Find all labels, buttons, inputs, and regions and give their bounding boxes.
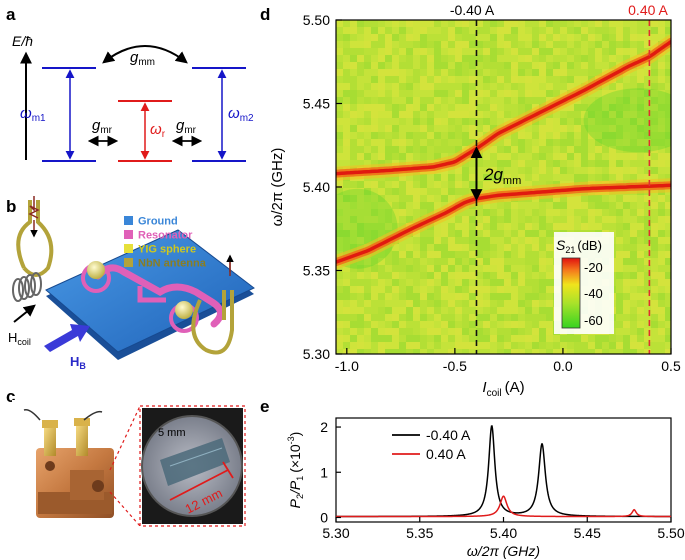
legend-swatch-nbn bbox=[124, 258, 133, 267]
arrow-h-coil bbox=[13, 304, 36, 323]
marker-label-right: 0.40 A bbox=[628, 2, 668, 18]
panel-a: a E/ħ ωm1 ωr ωm2 gmm gmr gmr bbox=[6, 5, 254, 162]
legend-label-yig: YIG sphere bbox=[138, 244, 196, 256]
panel-d: d -1.0 -0.5 0.0 0.5 5.30 5.35 5.40 5.45 5.50 Icoi… bbox=[260, 2, 681, 399]
label-h-b: HB bbox=[70, 354, 86, 371]
colorbar-tick-20: -20 bbox=[584, 260, 603, 275]
upper-branch-core bbox=[336, 39, 671, 176]
chip-trace bbox=[169, 447, 223, 467]
d-xtick-label: -0.5 bbox=[443, 358, 467, 374]
scale-label-small: 5 mm bbox=[158, 427, 186, 439]
e-ylabel: P2/P1(×10-3) bbox=[286, 432, 305, 509]
e-xtick-label: 5.35 bbox=[406, 525, 433, 541]
spectrum-lines bbox=[336, 425, 671, 518]
spectrum-axes: 5.30 5.35 5.40 5.45 5.50 0 1 2 ω/2π (GHz) P2/P1(×… bbox=[286, 419, 685, 559]
legend-label-0: -0.40 A bbox=[426, 427, 471, 443]
legend-label-ground: Ground bbox=[138, 216, 178, 228]
panel-c: c 5 mm 12 mm bbox=[6, 387, 246, 527]
heatmap-marks bbox=[470, 20, 651, 354]
legend-b: Ground Resonator YIG sphere NbN antenna bbox=[124, 216, 207, 270]
panel-letter-a: a bbox=[6, 5, 16, 24]
legend-swatch-ground bbox=[124, 216, 133, 225]
yig-sphere-right bbox=[175, 301, 193, 319]
arrow-g-mm bbox=[102, 45, 188, 64]
spectrum-legend: -0.40 A 0.40 A bbox=[392, 427, 471, 462]
panel-e: e 5.30 5.35 5.40 5.45 5.50 0 1 2 ω/2π (GHz) P2/P1… bbox=[260, 397, 685, 559]
e-xtick-label: 5.45 bbox=[574, 525, 601, 541]
e-xtick-label: 5.30 bbox=[322, 525, 349, 541]
drive-resistor-left bbox=[28, 196, 40, 219]
marker-label-left: -0.40 A bbox=[450, 2, 495, 18]
yig-sphere-left bbox=[87, 261, 105, 279]
colorbar-title: S21 (dB) bbox=[556, 237, 602, 255]
colorbar-tick-60: -60 bbox=[584, 313, 603, 328]
label-g-mr-right: gmr bbox=[176, 117, 197, 136]
legend-label-nbn: NbN antenna bbox=[138, 258, 207, 270]
zoom-line-bottom bbox=[109, 491, 141, 527]
scale-bar-large bbox=[169, 469, 229, 501]
antenna-left bbox=[16, 200, 54, 277]
label-w-r: ωr bbox=[150, 121, 166, 140]
zoom-box bbox=[139, 405, 246, 527]
d-ylabel: ω/2π (GHz) bbox=[269, 148, 286, 227]
d-ytick-label: 5.40 bbox=[303, 179, 330, 195]
e-ytick-label: 1 bbox=[320, 464, 328, 480]
legend-label-resonator: Resonator bbox=[138, 230, 193, 242]
heatmap-layer bbox=[336, 20, 671, 354]
arrow-h-b bbox=[44, 324, 90, 352]
d-ytick-label: 5.45 bbox=[303, 96, 330, 112]
panel-letter-b: b bbox=[6, 197, 16, 216]
legend-label-1: 0.40 A bbox=[426, 446, 466, 462]
panel-letter-d: d bbox=[260, 5, 270, 24]
antenna-right bbox=[191, 290, 234, 355]
panel-b: b Hcoil HB Ground bbox=[6, 196, 255, 371]
d-ytick-label: 5.30 bbox=[303, 346, 330, 362]
d-ytick-label: 5.35 bbox=[303, 263, 330, 279]
d-xlabel: Icoil (A) bbox=[482, 379, 524, 399]
legend-swatch-resonator bbox=[124, 230, 133, 239]
colorbar bbox=[561, 257, 581, 329]
series-line-1 bbox=[336, 495, 671, 518]
lower-branch-core bbox=[336, 183, 671, 264]
scale-bar-tick-end bbox=[222, 461, 234, 479]
chip-die bbox=[160, 438, 230, 486]
label-h-coil: Hcoil bbox=[8, 330, 31, 347]
legend-swatch-yig bbox=[124, 244, 133, 253]
coil bbox=[12, 272, 42, 302]
label-w-m2: ωm2 bbox=[228, 105, 254, 124]
resonator-trace bbox=[94, 264, 224, 328]
colorbar-tick-40: -40 bbox=[584, 286, 603, 301]
gap-label: 2gmm bbox=[483, 165, 521, 187]
panel-letter-c: c bbox=[6, 387, 15, 406]
label-g-mm: gmm bbox=[130, 49, 155, 68]
e-xtick-label: 5.40 bbox=[490, 525, 517, 541]
d-xtick-label: 0.0 bbox=[553, 358, 573, 374]
label-w-m1: ωm1 bbox=[20, 105, 46, 124]
e-xtick-label: 5.50 bbox=[657, 525, 684, 541]
energy-axis-label: E/ħ bbox=[12, 33, 33, 49]
e-xlabel: ω/2π (GHz) bbox=[467, 543, 540, 559]
resonator-stub bbox=[137, 286, 166, 303]
photo-sample-holder bbox=[23, 408, 114, 518]
e-ytick-label: 2 bbox=[320, 419, 328, 435]
d-xtick-label: 0.5 bbox=[661, 358, 681, 374]
ground-plane bbox=[45, 229, 255, 353]
panel-letter-e: e bbox=[260, 397, 269, 416]
heatmap-axes: -1.0 -0.5 0.0 0.5 5.30 5.35 5.40 5.45 5.50 Icoil(… bbox=[269, 12, 681, 399]
d-xtick-label: -1.0 bbox=[335, 358, 359, 374]
e-ytick-label: 0 bbox=[320, 509, 328, 525]
d-ytick-label: 5.50 bbox=[303, 12, 330, 28]
label-g-mr-left: gmr bbox=[92, 117, 113, 136]
spectrum-frame bbox=[335, 417, 672, 523]
